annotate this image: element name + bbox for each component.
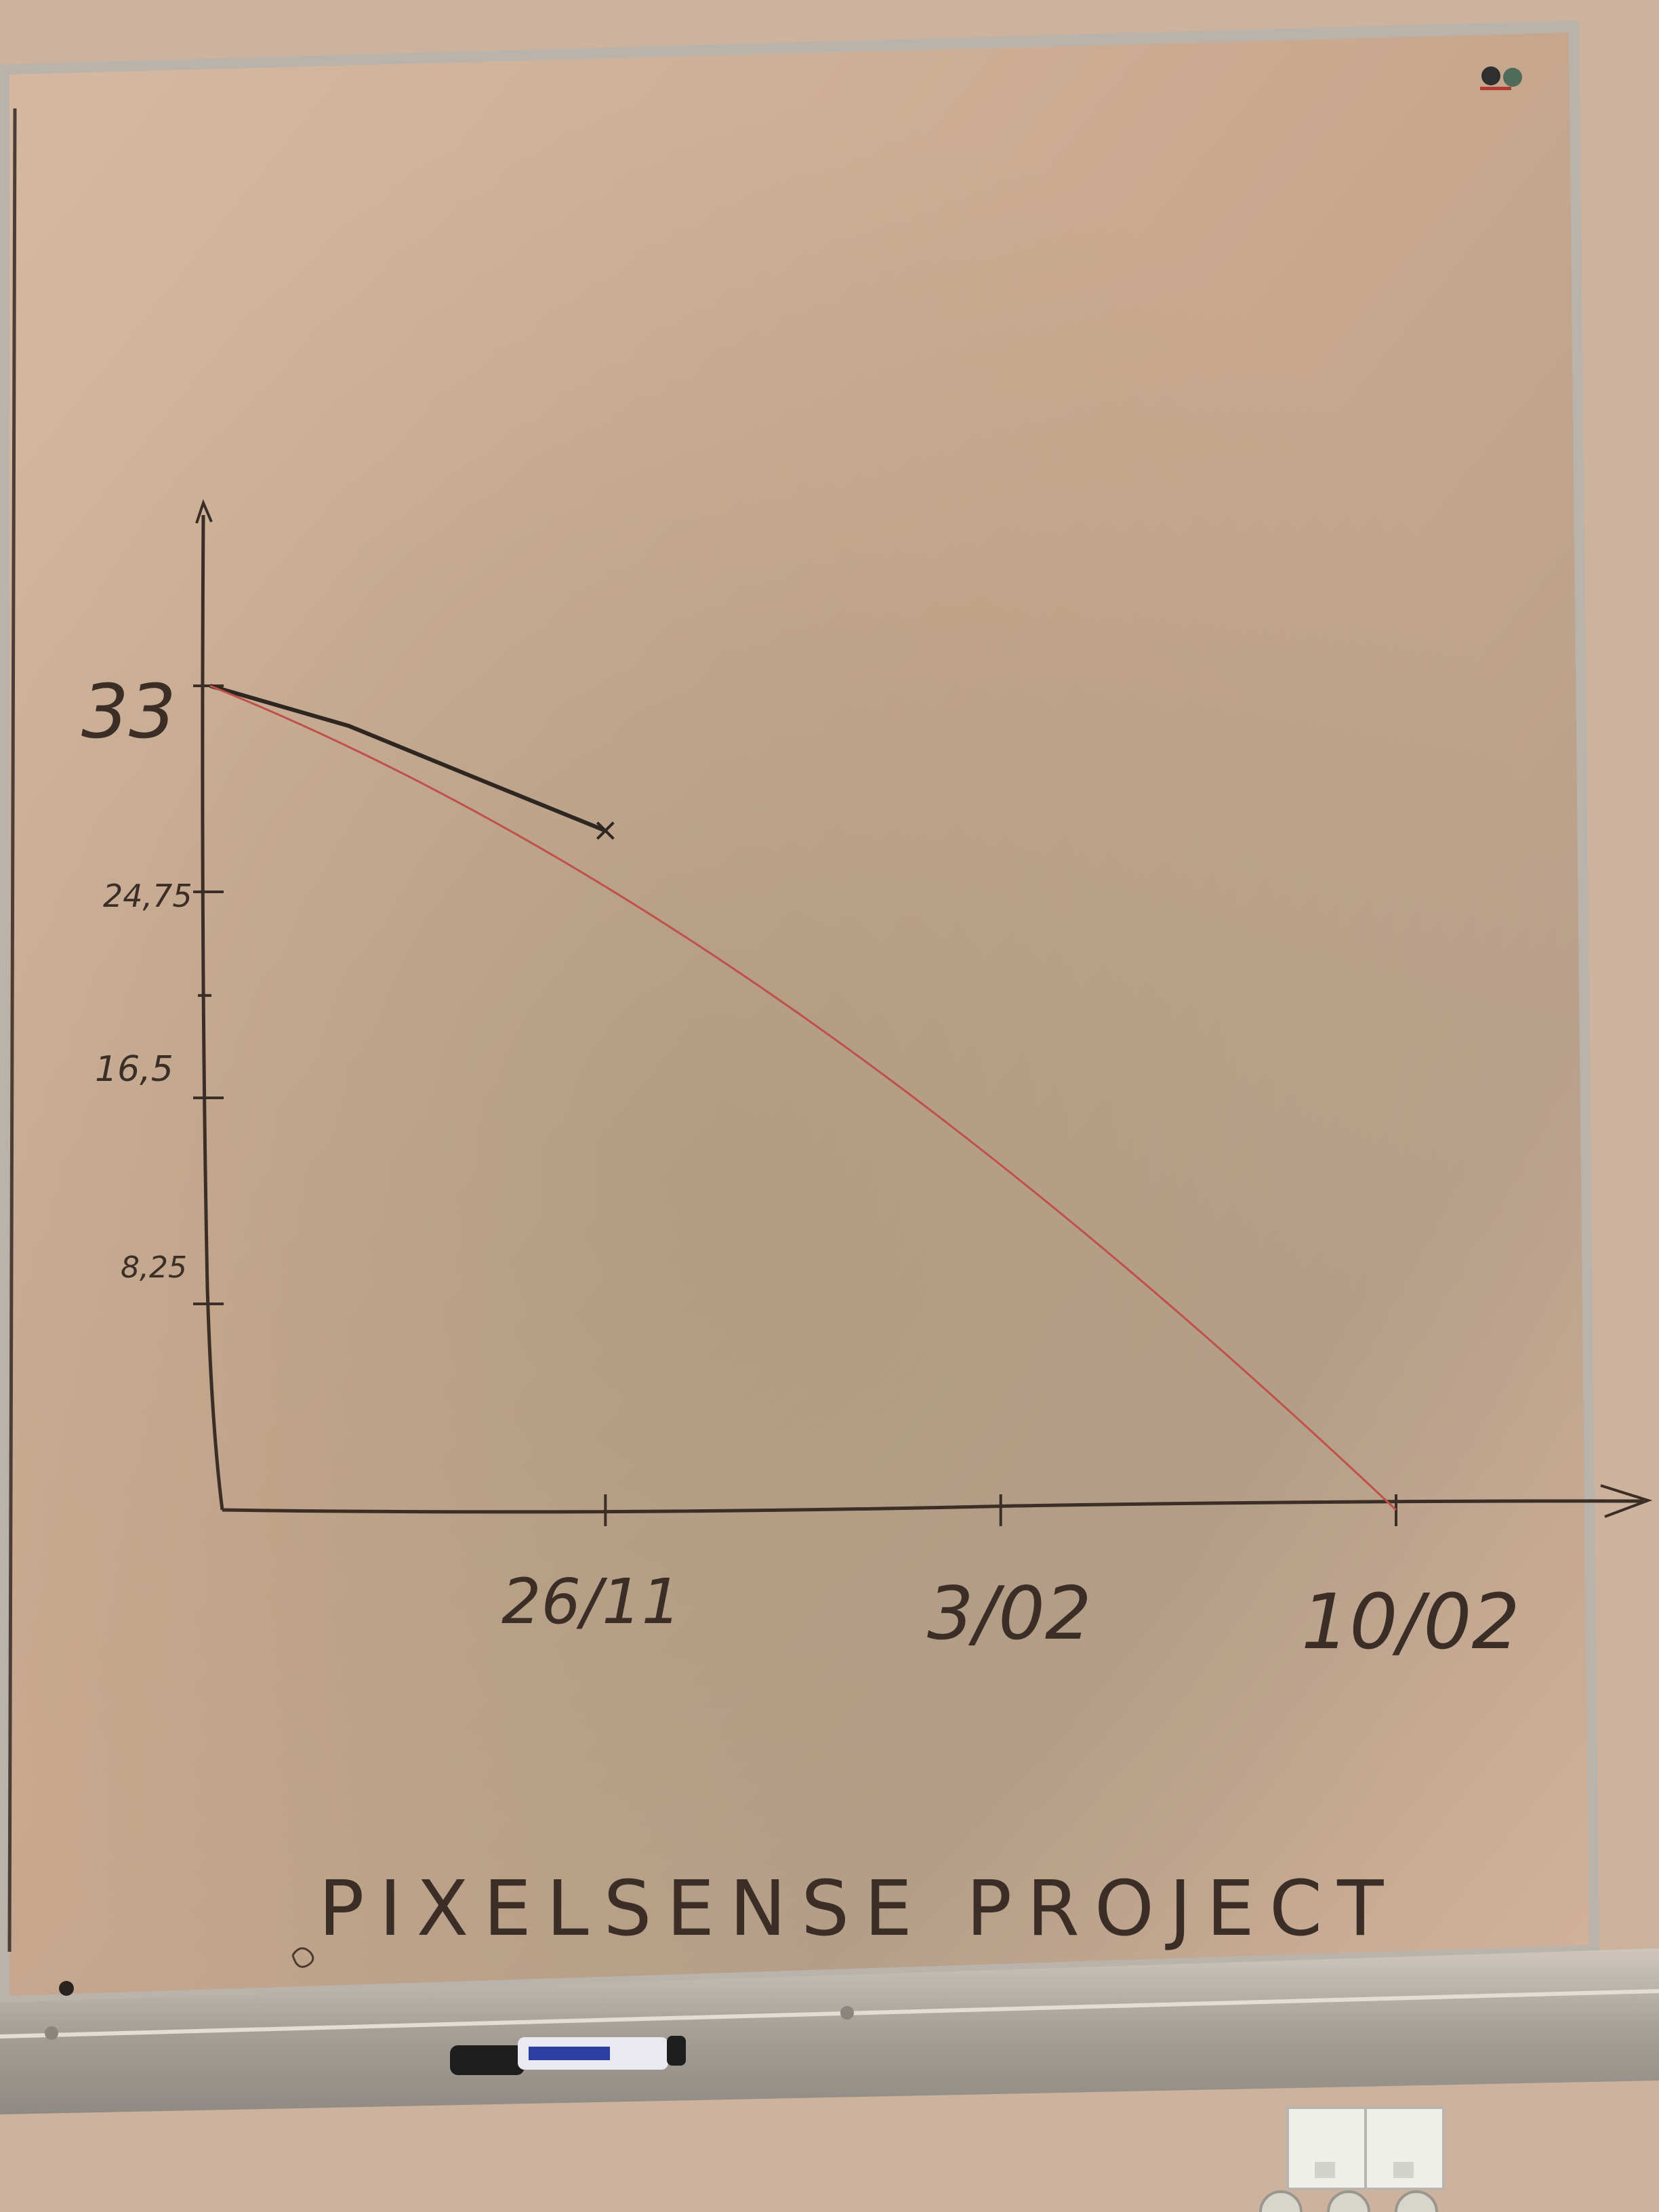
y-axis: [201, 514, 224, 1511]
x-tick-label-3-02: 3/02: [927, 1572, 1092, 1656]
actual-burndown-line: [209, 684, 607, 833]
y-axis-arrow: [195, 499, 213, 524]
tray-edge: [0, 1989, 1659, 2039]
brand-badge-icon: [1480, 66, 1522, 90]
y-tick-label-24-75: 24,75: [103, 878, 192, 914]
marker-cap: [450, 2045, 525, 2075]
y-tick-label-8-25: 8,25: [121, 1250, 187, 1285]
actual-line-end-marker: [596, 821, 615, 840]
marker-end: [667, 2036, 686, 2066]
whiteboard-marker[interactable]: [450, 2036, 686, 2075]
burndown-chart: 33 24,75 16,5 8,25 26/11 3/02 10/02 PIXE…: [81, 499, 1653, 1953]
x-axis-arrow: [1600, 1484, 1653, 1518]
marker-label: [529, 2047, 610, 2060]
tray-rivet-mid: [840, 2006, 854, 2020]
axis-ticks: [193, 684, 1397, 1526]
tray-rivet-left: [45, 2026, 58, 2040]
x-tick-label-26-11: 26/11: [501, 1565, 681, 1638]
y-tick-label-16-5: 16,5: [95, 1049, 173, 1090]
x-axis: [222, 1499, 1644, 1514]
board-screw-left: [59, 1981, 74, 1996]
marker-tray: [0, 1948, 1659, 2114]
board-left-edge: [7, 108, 17, 1952]
y-tick-label-33: 33: [81, 668, 176, 755]
chart-title: PIXELSENSE PROJECT: [319, 1865, 1399, 1953]
ideal-burndown-line: [209, 684, 1397, 1511]
wall-outlet-panel: [1259, 2106, 1445, 2212]
x-tick-label-10-02: 10/02: [1301, 1578, 1520, 1666]
series-layer: [209, 684, 1397, 1511]
ink-smudge: [291, 1947, 314, 1968]
